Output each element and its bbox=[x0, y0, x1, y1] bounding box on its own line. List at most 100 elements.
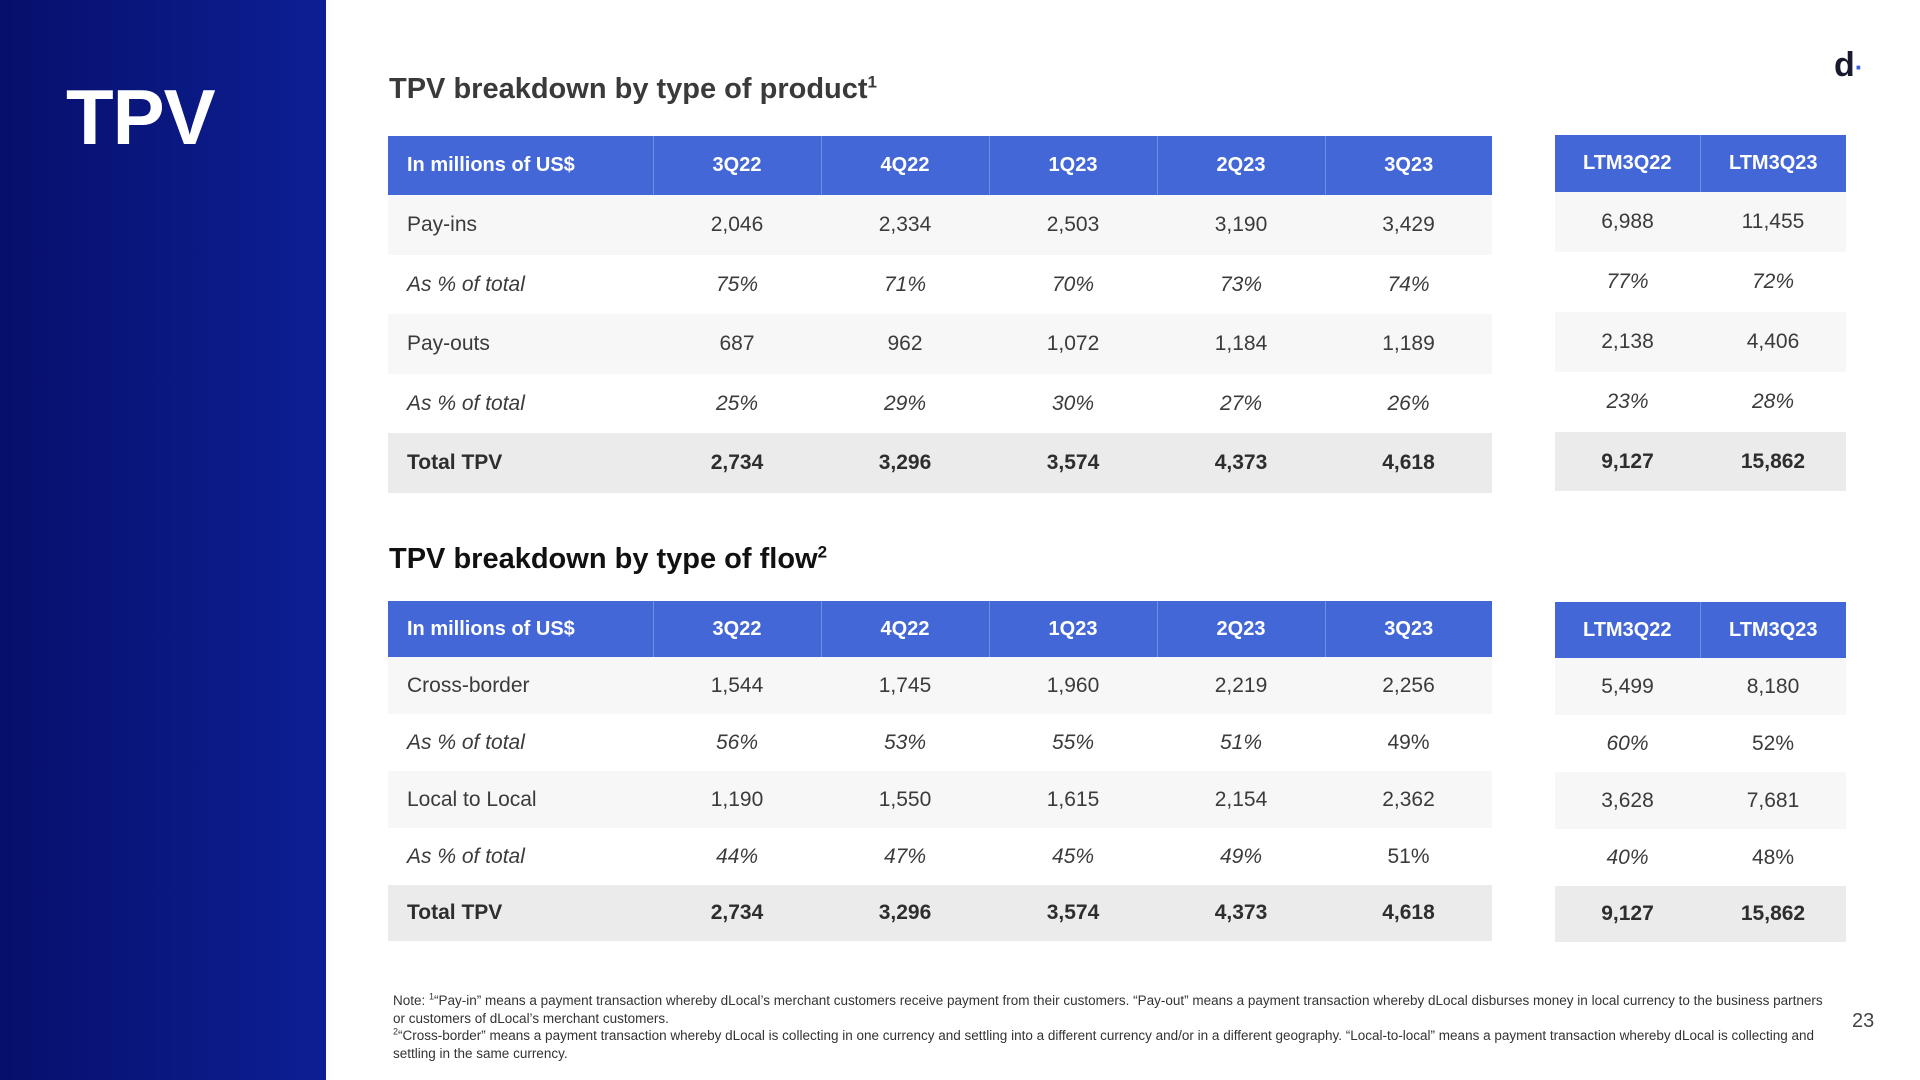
row-label: Pay-outs bbox=[388, 314, 653, 374]
product-ltm-table: LTM3Q22 LTM3Q23 6,988 11,455 77% 72% 2,1… bbox=[1555, 135, 1846, 491]
table-cell: 48% bbox=[1700, 829, 1846, 886]
table-cell: 1,550 bbox=[821, 771, 989, 828]
table-row: 5,499 8,180 bbox=[1555, 658, 1846, 715]
footnote-text: “Cross-border” means a payment transacti… bbox=[393, 1028, 1815, 1061]
header-cell: 1Q23 bbox=[989, 601, 1158, 657]
header-cell: 3Q22 bbox=[653, 601, 822, 657]
header-cell: In millions of US$ bbox=[388, 136, 654, 195]
total-row: Total TPV 2,734 3,296 3,574 4,373 4,618 bbox=[388, 885, 1492, 941]
table-cell: 9,127 bbox=[1555, 432, 1700, 491]
table-cell: 2,734 bbox=[653, 433, 821, 493]
section-title-flow: TPV breakdown by type of flow2 bbox=[389, 543, 827, 576]
table-row: Cross-border 1,544 1,745 1,960 2,219 2,2… bbox=[388, 657, 1492, 714]
table-cell: 4,618 bbox=[1325, 433, 1492, 493]
table-cell: 15,862 bbox=[1700, 432, 1846, 491]
footnote-marker: 1 bbox=[429, 991, 435, 1002]
table-cell: 687 bbox=[653, 314, 821, 374]
header-cell: 2Q23 bbox=[1157, 601, 1326, 657]
footnote: Note: 1“Pay-in” means a payment transact… bbox=[393, 992, 1823, 1062]
header-cell: 3Q23 bbox=[1325, 601, 1492, 657]
table-row: 77% 72% bbox=[1555, 252, 1846, 312]
table-cell: 56% bbox=[653, 714, 821, 771]
table-cell: 3,574 bbox=[989, 885, 1157, 941]
table-cell: 11,455 bbox=[1700, 192, 1846, 252]
table-cell: 1,615 bbox=[989, 771, 1157, 828]
table-cell: 1,189 bbox=[1325, 314, 1492, 374]
table-cell: 9,127 bbox=[1555, 886, 1700, 942]
header-cell: LTM3Q22 bbox=[1555, 135, 1701, 192]
table-cell: 77% bbox=[1555, 252, 1700, 312]
table-row: 60% 52% bbox=[1555, 715, 1846, 772]
table-cell: 2,503 bbox=[989, 195, 1157, 255]
table-cell: 15,862 bbox=[1700, 886, 1846, 942]
table-cell: 1,544 bbox=[653, 657, 821, 714]
sidebar-panel: TPV bbox=[0, 0, 326, 1080]
table-cell: 26% bbox=[1325, 374, 1492, 433]
table-row: 3,628 7,681 bbox=[1555, 772, 1846, 829]
table-cell: 28% bbox=[1700, 372, 1846, 432]
table-cell: 60% bbox=[1555, 715, 1700, 772]
table-cell: 962 bbox=[821, 314, 989, 374]
table-cell: 2,334 bbox=[821, 195, 989, 255]
table-cell: 49% bbox=[1325, 714, 1492, 771]
row-label: As % of total bbox=[388, 828, 653, 885]
table-cell: 1,190 bbox=[653, 771, 821, 828]
section-title-product: TPV breakdown by type of product1 bbox=[389, 73, 877, 106]
table-cell: 3,628 bbox=[1555, 772, 1700, 829]
flow-ltm-table: LTM3Q22 LTM3Q23 5,499 8,180 60% 52% 3,62… bbox=[1555, 602, 1846, 942]
table-cell: 29% bbox=[821, 374, 989, 433]
table-cell: 8,180 bbox=[1700, 658, 1846, 715]
total-row: 9,127 15,862 bbox=[1555, 432, 1846, 491]
table-cell: 2,734 bbox=[653, 885, 821, 941]
row-label: Total TPV bbox=[388, 433, 653, 493]
row-label: As % of total bbox=[388, 374, 653, 433]
footnote-text: “Pay-in” means a payment transaction whe… bbox=[393, 993, 1823, 1026]
table-cell: 72% bbox=[1700, 252, 1846, 312]
footnote-2: 2“Cross-border” means a payment transact… bbox=[393, 1027, 1823, 1062]
table-header-row: LTM3Q22 LTM3Q23 bbox=[1555, 602, 1846, 658]
header-cell: 4Q22 bbox=[821, 601, 990, 657]
table-cell: 4,373 bbox=[1157, 433, 1325, 493]
table-cell: 2,362 bbox=[1325, 771, 1492, 828]
table-cell: 3,429 bbox=[1325, 195, 1492, 255]
table-cell: 2,256 bbox=[1325, 657, 1492, 714]
table-row: 23% 28% bbox=[1555, 372, 1846, 432]
row-label: Pay-ins bbox=[388, 195, 653, 255]
row-label: As % of total bbox=[388, 714, 653, 771]
table-cell: 47% bbox=[821, 828, 989, 885]
header-cell: LTM3Q22 bbox=[1555, 602, 1701, 658]
table-cell: 7,681 bbox=[1700, 772, 1846, 829]
table-cell: 3,296 bbox=[821, 885, 989, 941]
product-breakdown-table: In millions of US$ 3Q22 4Q22 1Q23 2Q23 3… bbox=[388, 136, 1492, 493]
table-cell: 6,988 bbox=[1555, 192, 1700, 252]
table-row: As % of total 56% 53% 55% 51% 49% bbox=[388, 714, 1492, 771]
table-cell: 74% bbox=[1325, 255, 1492, 314]
table-cell: 71% bbox=[821, 255, 989, 314]
table-header-row: LTM3Q22 LTM3Q23 bbox=[1555, 135, 1846, 192]
footnote-prefix: Note: bbox=[393, 993, 430, 1008]
table-row: 2,138 4,406 bbox=[1555, 312, 1846, 372]
table-cell: 75% bbox=[653, 255, 821, 314]
header-cell: 3Q22 bbox=[653, 136, 822, 195]
table-cell: 51% bbox=[1325, 828, 1492, 885]
section-title-text: TPV breakdown by type of flow bbox=[389, 543, 818, 575]
total-row: 9,127 15,862 bbox=[1555, 886, 1846, 942]
table-cell: 23% bbox=[1555, 372, 1700, 432]
table-row: As % of total 44% 47% 45% 49% 51% bbox=[388, 828, 1492, 885]
table-cell: 2,046 bbox=[653, 195, 821, 255]
logo-letter: d bbox=[1834, 46, 1855, 84]
table-cell: 30% bbox=[989, 374, 1157, 433]
total-row: Total TPV 2,734 3,296 3,574 4,373 4,618 bbox=[388, 433, 1492, 493]
header-cell: 2Q23 bbox=[1157, 136, 1326, 195]
footnote-marker: 2 bbox=[393, 1026, 399, 1037]
footnote-ref: 2 bbox=[817, 542, 828, 562]
slide-title: TPV bbox=[66, 73, 216, 161]
table-row: Local to Local 1,190 1,550 1,615 2,154 2… bbox=[388, 771, 1492, 828]
table-cell: 4,373 bbox=[1157, 885, 1325, 941]
page-number: 23 bbox=[1852, 1010, 1875, 1032]
footnote-ref: 1 bbox=[867, 72, 878, 92]
table-cell: 3,296 bbox=[821, 433, 989, 493]
header-cell: LTM3Q23 bbox=[1700, 135, 1846, 192]
table-cell: 55% bbox=[989, 714, 1157, 771]
row-label: Total TPV bbox=[388, 885, 653, 941]
